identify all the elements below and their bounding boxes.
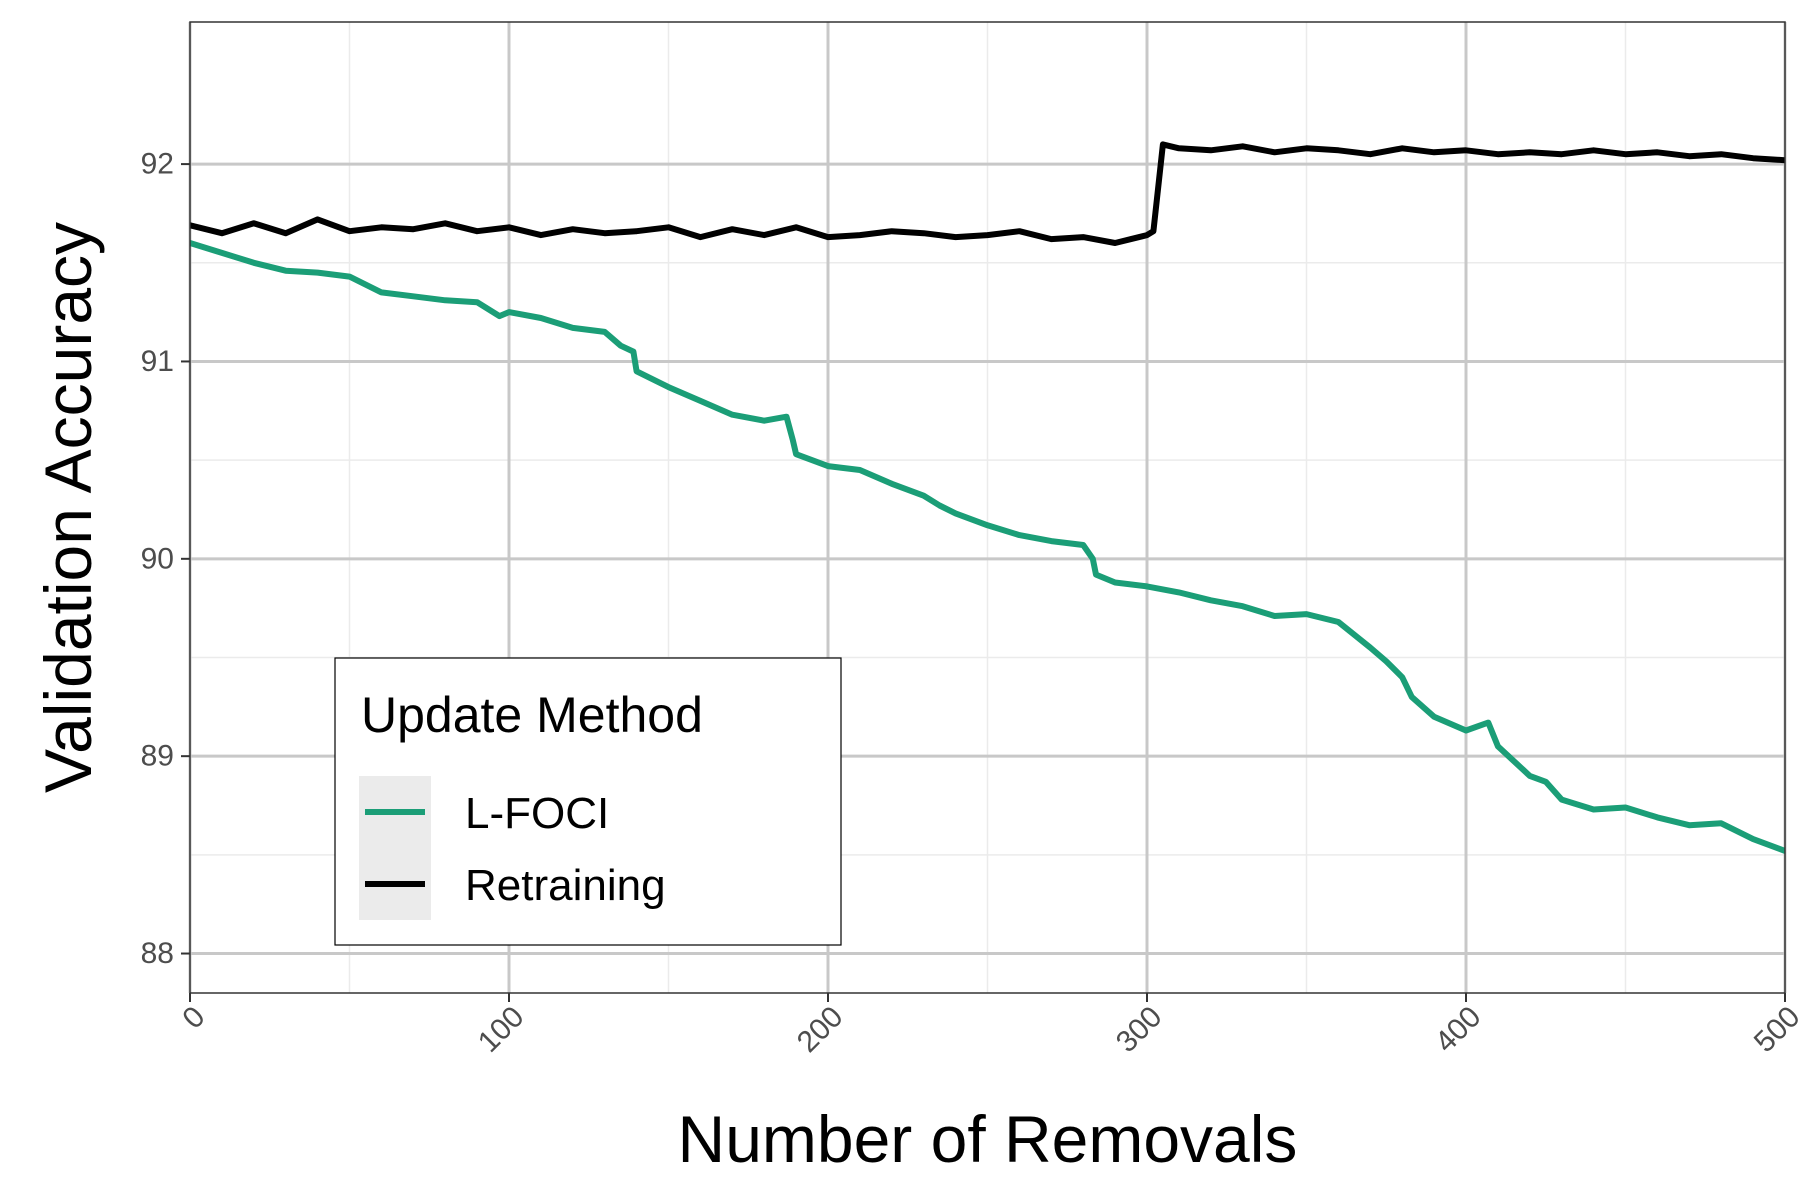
legend: Update Method L-FOCI Retraining	[334, 657, 842, 946]
plot-panel-border	[189, 21, 1786, 994]
y-axis: 88 89 90 91 92	[141, 148, 190, 970]
legend-title: Update Method	[361, 687, 703, 743]
x-axis-title: Number of Removals	[678, 1102, 1298, 1176]
y-tick-label: 92	[141, 148, 174, 181]
major-grid	[188, 22, 1787, 993]
legend-entries: L-FOCI Retraining	[359, 776, 666, 920]
y-tick-label: 88	[141, 937, 174, 970]
series-line-retraining	[190, 141, 1785, 246]
series-layer	[190, 141, 1785, 854]
y-axis-title: Validation Accuracy	[31, 222, 105, 793]
y-tick-label: 89	[141, 740, 174, 773]
legend-label-retraining: Retraining	[465, 861, 666, 910]
y-tick-label: 91	[141, 345, 174, 378]
series-line-l-foci	[190, 240, 1785, 854]
legend-label-l-foci: L-FOCI	[465, 789, 609, 838]
y-tick-label: 90	[141, 542, 174, 575]
legend-key-background	[359, 776, 431, 920]
